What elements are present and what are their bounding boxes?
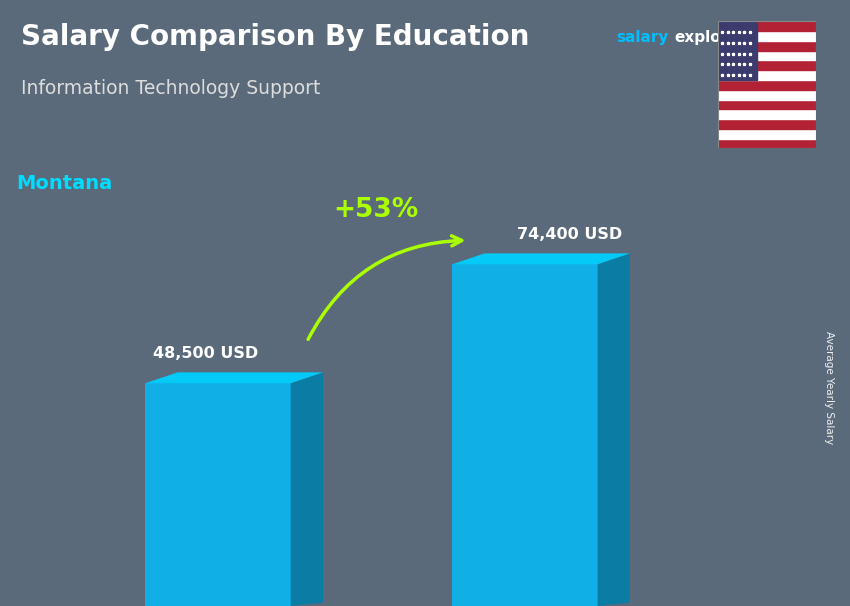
Text: .com: .com [750, 30, 791, 45]
Bar [718, 21, 816, 31]
Bar [718, 109, 816, 119]
FancyArrowPatch shape [308, 236, 462, 339]
Bar [718, 139, 816, 148]
Text: +53%: +53% [333, 197, 418, 223]
Text: 48,500 USD: 48,500 USD [153, 347, 258, 361]
Polygon shape [145, 383, 291, 606]
Text: Average Yearly Salary: Average Yearly Salary [824, 331, 834, 444]
Bar [718, 80, 816, 90]
Bar [718, 21, 757, 80]
Bar [718, 99, 816, 109]
Bar [718, 129, 816, 139]
Bar [718, 119, 816, 129]
Text: salary: salary [616, 30, 669, 45]
Text: 74,400 USD: 74,400 USD [517, 227, 621, 242]
Bar [718, 50, 816, 61]
Text: Salary Comparison By Education: Salary Comparison By Education [21, 23, 530, 52]
Text: Information Technology Support: Information Technology Support [21, 79, 320, 98]
Polygon shape [598, 253, 630, 606]
Polygon shape [452, 264, 598, 606]
Polygon shape [145, 372, 323, 383]
Bar [718, 90, 816, 99]
Polygon shape [452, 253, 630, 264]
Bar [718, 70, 816, 80]
Bar [718, 61, 816, 70]
Text: Montana: Montana [16, 174, 112, 193]
Bar [718, 31, 816, 41]
Bar [718, 41, 816, 50]
Text: explorer: explorer [674, 30, 746, 45]
Polygon shape [291, 372, 323, 606]
